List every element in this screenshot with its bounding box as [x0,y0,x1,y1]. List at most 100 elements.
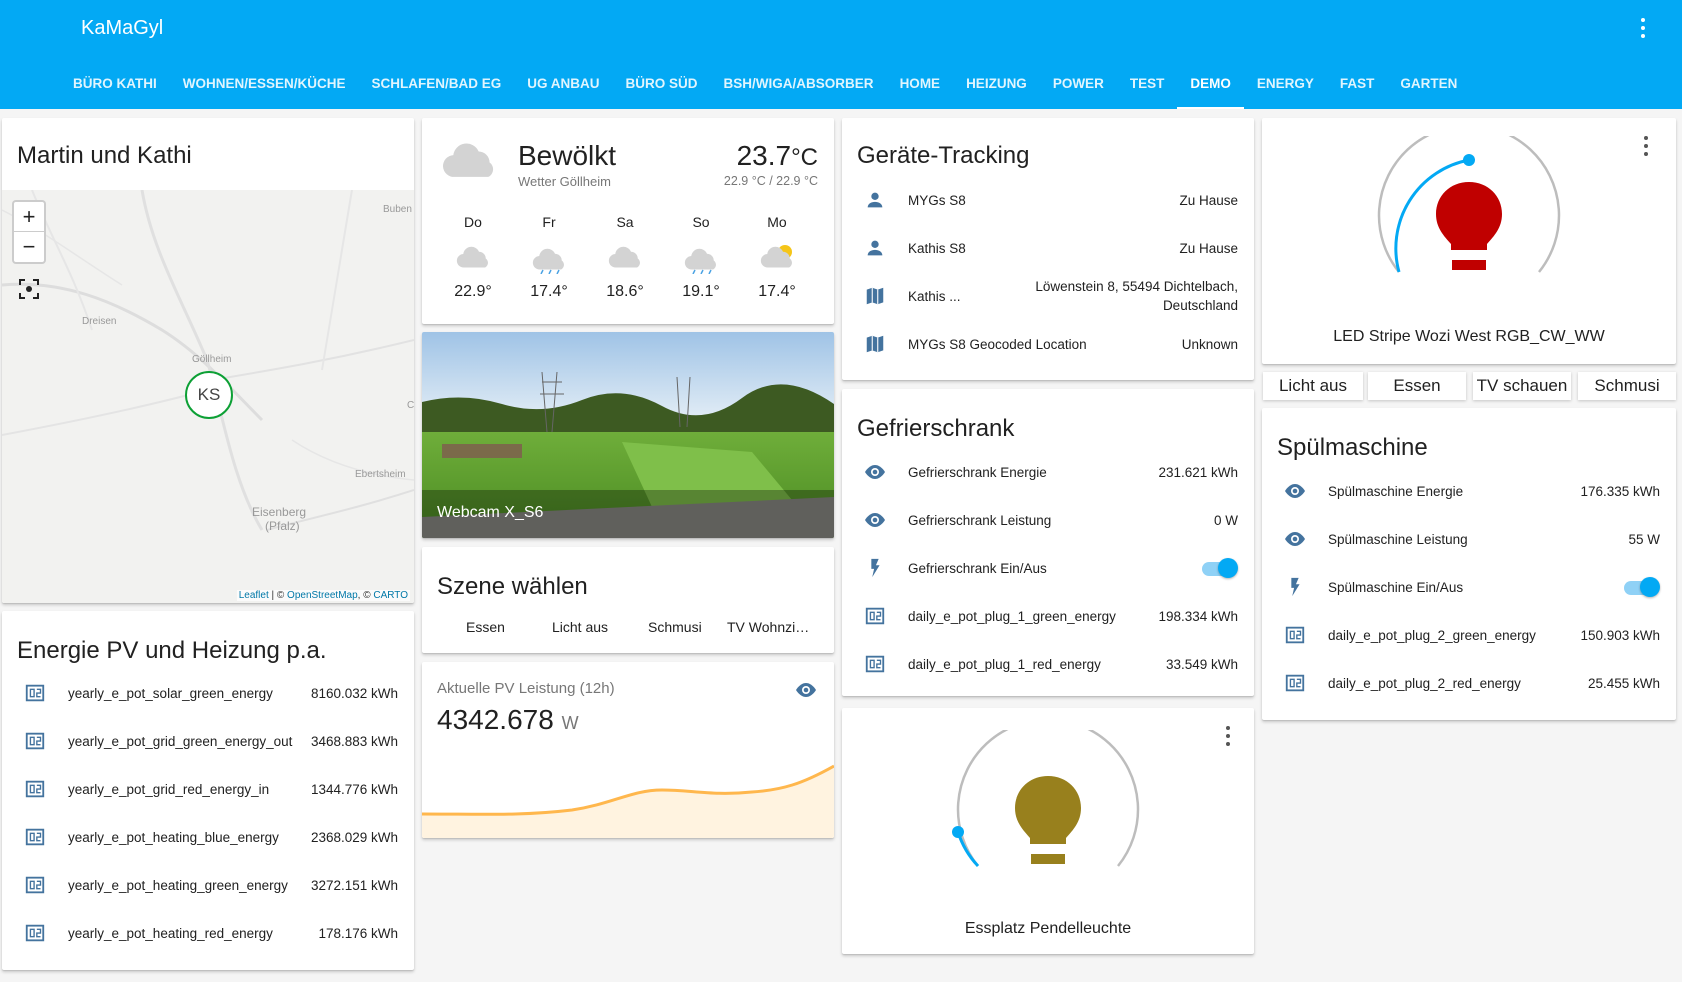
entity-row[interactable]: yearly_e_pot_heating_green_energy 3272.15… [2,861,414,909]
counter-icon [24,874,46,896]
button-essen[interactable]: Essen [1368,372,1466,400]
map-icon [864,333,886,355]
entity-row[interactable]: yearly_e_pot_heating_blue_energy 2368.029… [2,813,414,861]
more-options-icon[interactable] [1224,724,1232,748]
dishwasher-card-title: Spülmaschine [1277,434,1428,461]
map-marker-ks[interactable]: KS [185,371,233,419]
entity-row[interactable]: Kathis ... Löwenstein 8, 55494 Dichtelbac… [842,272,1254,320]
map-zoom-control: + − [12,200,46,264]
dishwasher-switch-toggle[interactable] [1624,577,1660,597]
counter-icon [24,922,46,944]
brightness-slider[interactable] [1369,136,1569,306]
map-attribution: Leaflet | © OpenStreetMap, © CARTO [236,590,410,601]
webcam-caption: Webcam X_S6 [422,490,834,538]
tab-home[interactable]: HOME [899,76,941,91]
scene-button-schmusi[interactable]: Schmusi [648,619,702,635]
entity-row[interactable]: yearly_e_pot_grid_red_energy_in 1344.776 … [2,765,414,813]
freezer-card-title: Gefrierschrank [857,415,1015,442]
weather-card[interactable]: Bewölkt Wetter Göllheim 23.7°C 22.9 °C /… [422,118,834,324]
cloudy-icon [440,140,498,180]
brightness-slider[interactable] [948,730,1148,900]
entity-row[interactable]: yearly_e_pot_heating_red_energy 178.176 k… [2,909,414,957]
attribution-sep-1: | © [268,590,288,601]
scene-button-licht-aus[interactable]: Licht aus [552,619,609,635]
tab-wohnen-essen-kueche[interactable]: WOHNEN/ESSEN/KÜCHE [182,76,346,91]
more-options-icon[interactable] [1642,134,1650,158]
entity-row[interactable]: Gefrierschrank Energie 231.621 kWh [842,448,1254,496]
freezer-switch-toggle[interactable] [1202,558,1238,578]
button-tv-schauen[interactable]: TV schauen [1473,372,1571,400]
tab-schlafen-bad-eg[interactable]: SCHLAFEN/BAD EG [371,76,502,91]
scene-button-essen[interactable]: Essen [466,619,505,635]
eye-icon [863,460,887,484]
map-card: Martin und Kathi Buben Dreisen Göllheim … [2,118,414,603]
entity-row[interactable]: Spülmaschine Energie 176.335 kWh [1262,467,1676,515]
tab-energy[interactable]: ENERGY [1256,76,1314,91]
counter-icon [864,605,886,627]
leaflet-link[interactable]: Leaflet [238,590,269,601]
light-card-essplatz: Essplatz Pendelleuchte [842,708,1254,954]
tab-fast[interactable]: FAST [1339,76,1375,91]
weather-temperature: 23.7°C [736,140,818,171]
map-label-buben: Buben [383,204,412,215]
zoom-out-button[interactable]: − [22,234,36,259]
overflow-menu-icon[interactable] [1637,16,1649,40]
entity-row[interactable]: yearly_e_pot_solar_green_energy 8160.032 … [2,669,414,717]
entity-row[interactable]: Gefrierschrank Ein/Aus [842,544,1254,592]
tab-heizung[interactable]: HEIZUNG [966,76,1027,91]
forecast-day: Do 22.9° [454,214,492,300]
counter-icon [24,682,46,704]
pv-graph-title: Aktuelle PV Leistung (12h) [437,680,615,697]
counter-icon [24,730,46,752]
entity-row[interactable]: daily_e_pot_plug_2_red_energy 25.455 kWh [1262,659,1676,707]
entity-row[interactable]: yearly_e_pot_grid_green_energy_out 3468.8… [2,717,414,765]
tab-buero-sued[interactable]: BÜRO SÜD [625,76,698,91]
entity-row[interactable]: daily_e_pot_plug_1_green_energy 198.334 k… [842,592,1254,640]
map-label-goellheim: Göllheim [192,354,232,365]
entity-row[interactable]: Spülmaschine Ein/Aus [1262,563,1676,611]
tab-demo[interactable]: DEMO [1177,68,1244,109]
entity-row[interactable]: MYGs S8 Geocoded Location Unknown [842,320,1254,368]
entity-row[interactable]: Kathis S8 Zu Hause [842,224,1254,272]
light-name: LED Stripe Wozi West RGB_CW_WW [1333,328,1605,345]
tab-bsh-wiga-absorber[interactable]: BSH/WIGA/ABSORBER [723,76,874,91]
forecast-day: Mo 17.4° [758,214,796,300]
pv-graph-card[interactable]: Aktuelle PV Leistung (12h) 4342.678 W [422,662,834,838]
map-view[interactable]: Buben Dreisen Göllheim Ebertsheim Eisenb… [2,190,414,603]
tracking-card: Geräte-Tracking MYGs S8 Zu Hause Kathis S… [842,118,1254,380]
view-tabs: BÜRO KATHI WOHNEN/ESSEN/KÜCHE SCHLAFEN/B… [60,68,1470,109]
button-schmusi[interactable]: Schmusi [1578,372,1676,400]
rainy-icon [531,244,567,275]
eye-icon [1283,479,1307,503]
entity-row[interactable]: Gefrierschrank Leistung 0 W [842,496,1254,544]
flash-icon [864,557,886,579]
scene-button-tv-wohnzimmer[interactable]: TV Wohnzi… [727,619,810,635]
pv-graph-value: 4342.678 W [437,704,579,735]
carto-link[interactable]: CARTO [373,590,408,601]
weather-range: 22.9 °C / 22.9 °C [723,174,818,188]
tab-test[interactable]: TEST [1129,76,1165,91]
lightbulb-icon[interactable] [1013,774,1083,874]
webcam-card[interactable]: Webcam X_S6 [422,332,834,538]
tab-garten[interactable]: GARTEN [1400,76,1458,91]
tab-ug-anbau[interactable]: UG ANBAU [527,76,600,91]
dishwasher-card: Spülmaschine Spülmaschine Energie 176.335… [1262,408,1676,720]
entity-row[interactable]: daily_e_pot_plug_2_green_energy 150.903 k… [1262,611,1676,659]
lightbulb-icon[interactable] [1434,180,1504,280]
tab-buero-kathi[interactable]: BÜRO KATHI [73,76,157,91]
scene-card-title: Szene wählen [437,573,588,600]
counter-icon [1284,624,1306,646]
cloudy-icon [607,244,643,270]
entity-row[interactable]: MYGs S8 Zu Hause [842,176,1254,224]
map-fit-icon[interactable] [18,278,40,300]
entity-row[interactable]: Spülmaschine Leistung 55 W [1262,515,1676,563]
forecast-day: Sa 18.6° [606,214,644,300]
entity-row[interactable]: daily_e_pot_plug_1_red_energy 33.549 kWh [842,640,1254,688]
map-icon [864,285,886,307]
button-licht-aus[interactable]: Licht aus [1263,372,1363,400]
cloudy-icon [455,244,491,270]
energy-card: Energie PV und Heizung p.a. yearly_e_pot… [2,611,414,970]
tab-power[interactable]: POWER [1052,76,1104,91]
osm-link[interactable]: OpenStreetMap [287,590,358,601]
zoom-in-button[interactable]: + [14,202,44,232]
